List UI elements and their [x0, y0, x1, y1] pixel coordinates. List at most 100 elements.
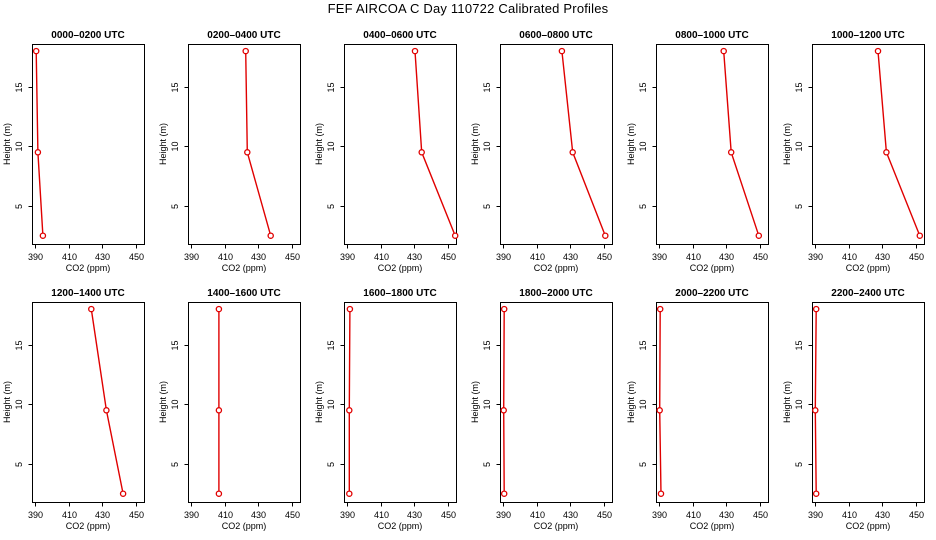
data-point — [656, 305, 664, 313]
x-tick-label: 410 — [374, 510, 389, 520]
data-point — [656, 407, 663, 414]
y-tick-label: 15 — [794, 82, 804, 92]
plot-frame — [32, 44, 145, 245]
panel-10: 1800–2000 UTC 390 410 430 450 5 10 15 CO2 (ppm) H… — [470, 288, 613, 531]
x-tick-label: 450 — [285, 510, 300, 520]
y-tick-label: 15 — [326, 340, 336, 350]
panel-6: 1000–1200 UTC 390 410 430 450 5 10 15 CO2 (ppm) H… — [782, 30, 925, 273]
y-tick-label: 10 — [170, 141, 180, 151]
x-axis-label: CO2 (ppm) — [690, 521, 735, 531]
panel-title: 2000–2200 UTC — [675, 288, 748, 299]
data-point — [812, 305, 820, 313]
x-tick-label: 390 — [340, 510, 355, 520]
x-tick-label: 390 — [652, 510, 667, 520]
x-tick-label: 410 — [842, 510, 857, 520]
data-point — [500, 305, 508, 313]
x-tick-label: 410 — [374, 252, 389, 262]
y-tick-label: 10 — [794, 141, 804, 151]
data-point — [119, 490, 127, 497]
x-tick-label: 390 — [184, 510, 199, 520]
x-axis-label: CO2 (ppm) — [378, 521, 423, 531]
x-tick-label: 410 — [686, 510, 701, 520]
y-axis-label: Height (m) — [470, 123, 480, 165]
plot-frame — [812, 44, 925, 245]
x-axis-label: CO2 (ppm) — [66, 263, 111, 273]
panel-title: 1400–1600 UTC — [207, 288, 280, 299]
figure-title: FEF AIRCOA C Day 110722 Calibrated Profi… — [327, 1, 609, 16]
data-point — [500, 490, 508, 497]
x-tick-label: 430 — [875, 510, 890, 520]
y-axis-label: Height (m) — [782, 123, 792, 165]
x-tick-label: 390 — [184, 252, 199, 262]
panel-12: 2200–2400 UTC 390 410 430 450 5 10 15 CO2 (ppm) H… — [782, 288, 925, 531]
data-point — [451, 232, 459, 239]
data-point — [103, 407, 110, 414]
y-tick-label: 10 — [638, 141, 648, 151]
panel-1: 0000–0200 UTC 390 410 430 450 5 10 15 CO2 (ppm) H… — [2, 30, 145, 273]
x-tick-label: 430 — [563, 252, 578, 262]
plot-frame — [344, 302, 457, 503]
x-tick-label: 430 — [251, 510, 266, 520]
y-tick-label: 10 — [326, 399, 336, 409]
data-point — [418, 149, 425, 156]
data-point — [916, 232, 924, 239]
x-tick-label: 450 — [909, 252, 924, 262]
x-tick-label: 450 — [753, 252, 768, 262]
profile-line — [561, 51, 606, 236]
plot-frame — [344, 44, 457, 245]
panel-title: 1000–1200 UTC — [831, 30, 904, 41]
x-tick-label: 430 — [95, 252, 110, 262]
panel-8: 1400–1600 UTC 390 410 430 450 5 10 15 CO2 (ppm) H… — [158, 288, 301, 531]
y-axis-label: Height (m) — [314, 381, 324, 423]
data-point — [32, 47, 40, 55]
x-tick-label: 450 — [909, 510, 924, 520]
data-point — [215, 407, 223, 414]
profile-line — [414, 51, 456, 236]
y-tick-label: 15 — [638, 340, 648, 350]
panel-4: 0600–0800 UTC 390 410 430 450 5 10 15 CO2 (ppm) H… — [470, 30, 613, 273]
y-axis-label: Height (m) — [2, 381, 12, 423]
data-point — [657, 490, 665, 497]
plot-frame — [32, 302, 145, 503]
data-point — [883, 149, 890, 156]
y-tick-label: 10 — [482, 399, 492, 409]
data-point — [812, 407, 819, 414]
x-axis-label: CO2 (ppm) — [378, 263, 423, 273]
y-tick-label: 15 — [170, 340, 180, 350]
y-tick-label: 15 — [14, 340, 24, 350]
x-tick-label: 410 — [530, 510, 545, 520]
y-tick-label: 5 — [794, 462, 804, 467]
x-axis-label: CO2 (ppm) — [846, 263, 891, 273]
data-point — [569, 149, 576, 156]
y-tick-label: 15 — [794, 340, 804, 350]
data-point — [215, 305, 223, 313]
x-tick-label: 390 — [808, 510, 823, 520]
profile-line — [245, 51, 272, 236]
panel-title: 0200–0400 UTC — [207, 30, 280, 41]
x-tick-label: 450 — [285, 252, 300, 262]
panel-title: 0000–0200 UTC — [51, 30, 124, 41]
y-tick-label: 10 — [794, 399, 804, 409]
x-tick-label: 450 — [597, 510, 612, 520]
x-tick-label: 450 — [129, 510, 144, 520]
x-tick-label: 430 — [407, 252, 422, 262]
panel-7: 1200–1400 UTC 390 410 430 450 5 10 15 CO2 (ppm) H… — [2, 288, 145, 531]
data-point — [39, 232, 47, 239]
x-tick-label: 410 — [62, 252, 77, 262]
panel-title: 0400–0600 UTC — [363, 30, 436, 41]
x-tick-label: 450 — [441, 510, 456, 520]
y-axis-label: Height (m) — [626, 123, 636, 165]
y-tick-label: 5 — [170, 204, 180, 209]
panel-9: 1600–1800 UTC 390 410 430 450 5 10 15 CO2 (ppm) H… — [314, 288, 457, 531]
x-axis-label: CO2 (ppm) — [222, 521, 267, 531]
profile-line — [503, 309, 505, 494]
y-axis-label: Height (m) — [626, 381, 636, 423]
panel-title: 1200–1400 UTC — [51, 288, 124, 299]
data-point — [755, 232, 763, 239]
plot-frame — [656, 302, 769, 503]
data-point — [874, 47, 882, 55]
x-tick-label: 430 — [719, 252, 734, 262]
data-point — [88, 305, 95, 313]
y-tick-label: 5 — [326, 462, 336, 467]
plot-frame — [188, 302, 301, 503]
